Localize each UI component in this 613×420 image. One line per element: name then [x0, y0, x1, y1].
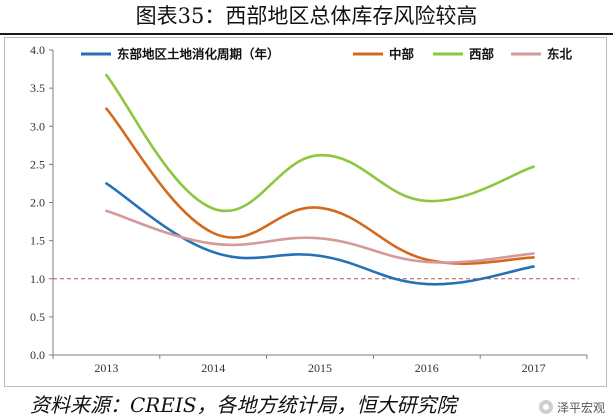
series-line-3 [105, 209, 535, 264]
chart-frame: 0.0 0.5 1.0 1.5 2.0 2.5 3.0 3.5 4.0 2013 2014 2015 2… [4, 37, 607, 387]
legend: 东部地区土地消化周期（年） 中部 西部 东北 [81, 47, 573, 62]
legend-label-1: 中部 [389, 47, 415, 62]
x-tick-label: 2014 [201, 361, 225, 375]
series-lines [105, 73, 535, 286]
series-line-0 [105, 182, 535, 286]
chart-title: 图表35：西部地区总体库存风险较高 [135, 4, 478, 28]
watermark: 泽平宏观 [538, 398, 605, 416]
y-tick-label: 1.5 [30, 234, 45, 248]
axes: 0.0 0.5 1.0 1.5 2.0 2.5 3.0 3.5 4.0 2013 2014 2015 2… [30, 43, 588, 375]
legend-label-3: 东北 [547, 47, 573, 62]
y-tick-label: 2.5 [30, 157, 45, 171]
series-line-1 [105, 107, 535, 265]
title-divider [0, 33, 613, 35]
line-chart: 0.0 0.5 1.0 1.5 2.0 2.5 3.0 3.5 4.0 2013 2014 2015 2… [30, 43, 588, 375]
y-tick-label: 2.0 [30, 196, 45, 210]
y-tick-label: 1.0 [30, 272, 45, 286]
series-line-2 [105, 73, 535, 213]
y-tick-label: 3.5 [30, 81, 45, 95]
legend-label-0: 东部地区土地消化周期（年） [117, 47, 280, 62]
legend-label-2: 西部 [469, 47, 495, 62]
wechat-icon [538, 400, 553, 414]
x-tick-label: 2013 [94, 361, 118, 375]
y-tick-label: 0.0 [30, 348, 45, 362]
source-note: 资料来源：CREIS，各地方统计局，恒大研究院 [30, 393, 457, 417]
y-tick-label: 4.0 [30, 43, 45, 57]
x-tick-label: 2015 [308, 361, 332, 375]
x-tick-label: 2016 [415, 361, 439, 375]
y-tick-label: 0.5 [30, 310, 45, 324]
x-tick-label: 2017 [522, 361, 546, 375]
watermark-text: 泽平宏观 [556, 400, 605, 415]
y-tick-label: 3.0 [30, 119, 45, 133]
